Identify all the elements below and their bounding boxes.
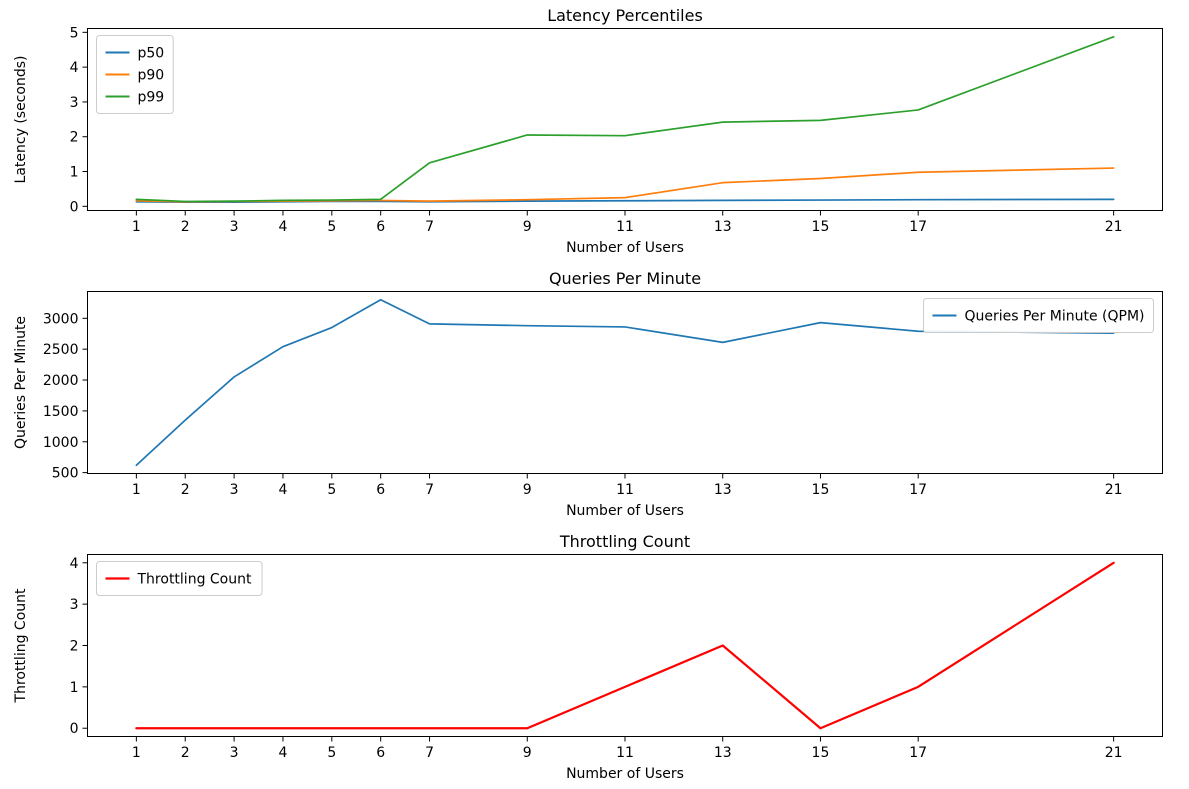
legend: p50 p90 p99 [96,35,174,114]
x-tick-label: 1 [132,745,141,761]
x-tick-label: 13 [714,219,732,235]
y-tick-label: 2500 [43,342,79,358]
legend-label: p50 [138,46,165,62]
x-tick-label: 13 [714,482,732,498]
x-tick-label: 11 [616,745,634,761]
x-tick-label: 3 [230,219,239,235]
legend-label: p99 [138,90,165,106]
plot-border [87,28,1163,211]
y-tick-label: 3 [70,95,79,111]
latency-percentiles-chart: 0 1 2 3 4 5 1 2 3 4 5 6 7 9 11 13 15 17 21 Latency Percenti… [13,6,1163,256]
chart-title: Queries Per Minute [549,269,701,288]
x-tick-label: 6 [376,482,385,498]
x-tick-label: 9 [523,745,532,761]
x-tick-label: 9 [523,482,532,498]
x-tick-label: 1 [132,482,141,498]
x-tick-label: 7 [425,482,434,498]
queries-per-minute-chart: 500 1000 1500 2000 2500 3000 1 2 3 4 5 6 7 9 11 13 15 17 2… [13,269,1163,519]
x-axis-ticks: 1 2 3 4 5 6 7 9 11 13 15 17 21 [132,473,1123,498]
y-axis-ticks: 0 1 2 3 4 5 [70,25,88,215]
y-tick-label: 0 [70,199,79,215]
x-tick-label: 21 [1105,482,1123,498]
x-tick-label: 5 [327,745,336,761]
x-axis-label: Number of Users [566,240,684,256]
x-tick-label: 21 [1105,219,1123,235]
x-tick-label: 17 [909,219,927,235]
chart-title: Throttling Count [559,532,690,551]
axes: 500 1000 1500 2000 2500 3000 1 2 3 4 5 6 7 9 11 13 15 17 2… [43,291,1163,498]
x-tick-label: 7 [425,745,434,761]
x-tick-label: 17 [909,482,927,498]
x-tick-label: 7 [425,219,434,235]
y-tick-label: 500 [52,466,79,482]
y-axis-label: Latency (seconds) [13,56,29,184]
x-tick-label: 11 [616,219,634,235]
legend-label: Throttling Count [137,572,252,588]
x-tick-label: 4 [278,745,287,761]
y-tick-label: 1500 [43,404,79,420]
y-tick-label: 4 [70,60,79,76]
y-tick-label: 5 [70,25,79,41]
y-tick-label: 0 [70,721,79,737]
x-tick-label: 4 [278,219,287,235]
series-line-p90 [135,167,1115,203]
x-tick-label: 21 [1105,745,1123,761]
x-tick-label: 2 [181,219,190,235]
legend-box [922,298,1154,333]
x-tick-label: 11 [616,482,634,498]
x-tick-label: 15 [812,745,830,761]
x-tick-label: 9 [523,219,532,235]
x-axis-ticks: 1 2 3 4 5 6 7 9 11 13 15 17 21 [132,736,1123,761]
series-line-throttling-count [135,561,1115,730]
axes: 0 1 2 3 4 1 2 3 4 5 6 7 9 11 13 15 17 21 [70,554,1163,761]
legend: Throttling Count [96,561,263,596]
legend: Queries Per Minute (QPM) [922,298,1154,333]
y-tick-label: 4 [70,556,79,572]
y-tick-label: 3000 [43,311,79,327]
y-tick-label: 2000 [43,373,79,389]
x-tick-label: 17 [909,745,927,761]
x-tick-label: 6 [376,219,385,235]
x-tick-label: 2 [181,745,190,761]
legend-box [96,561,263,596]
y-tick-label: 1 [70,680,79,696]
chart-title: Latency Percentiles [547,6,703,25]
x-tick-label: 4 [278,482,287,498]
y-tick-label: 1 [70,165,79,181]
x-tick-label: 15 [812,482,830,498]
x-tick-label: 15 [812,219,830,235]
y-tick-label: 2 [70,639,79,655]
x-tick-label: 6 [376,745,385,761]
y-tick-label: 2 [70,130,79,146]
throttling-count-chart: 0 1 2 3 4 1 2 3 4 5 6 7 9 11 13 15 17 21 Throttling Count N… [13,532,1163,782]
x-tick-label: 13 [714,745,732,761]
y-axis-ticks: 0 1 2 3 4 [70,556,88,737]
axes: 0 1 2 3 4 5 1 2 3 4 5 6 7 9 11 13 15 17 21 [70,25,1163,235]
series-line-p99 [135,35,1115,203]
x-tick-label: 3 [230,482,239,498]
series-line-queries-per-minute-qpm [135,298,1115,467]
y-tick-label: 3 [70,597,79,613]
y-axis-ticks: 500 1000 1500 2000 2500 3000 [43,311,88,482]
x-tick-label: 1 [132,219,141,235]
x-axis-label: Number of Users [566,766,684,782]
y-tick-label: 1000 [43,435,79,451]
x-tick-label: 2 [181,482,190,498]
x-tick-label: 5 [327,219,336,235]
legend-label: Queries Per Minute (QPM) [964,309,1144,325]
x-axis-ticks: 1 2 3 4 5 6 7 9 11 13 15 17 21 [132,210,1123,235]
y-axis-label: Throttling Count [13,588,29,703]
x-tick-label: 3 [230,745,239,761]
legend-label: p90 [138,68,165,84]
x-axis-label: Number of Users [566,503,684,519]
x-tick-label: 5 [327,482,336,498]
y-axis-label: Queries Per Minute [13,316,29,449]
legend-box [96,35,174,114]
